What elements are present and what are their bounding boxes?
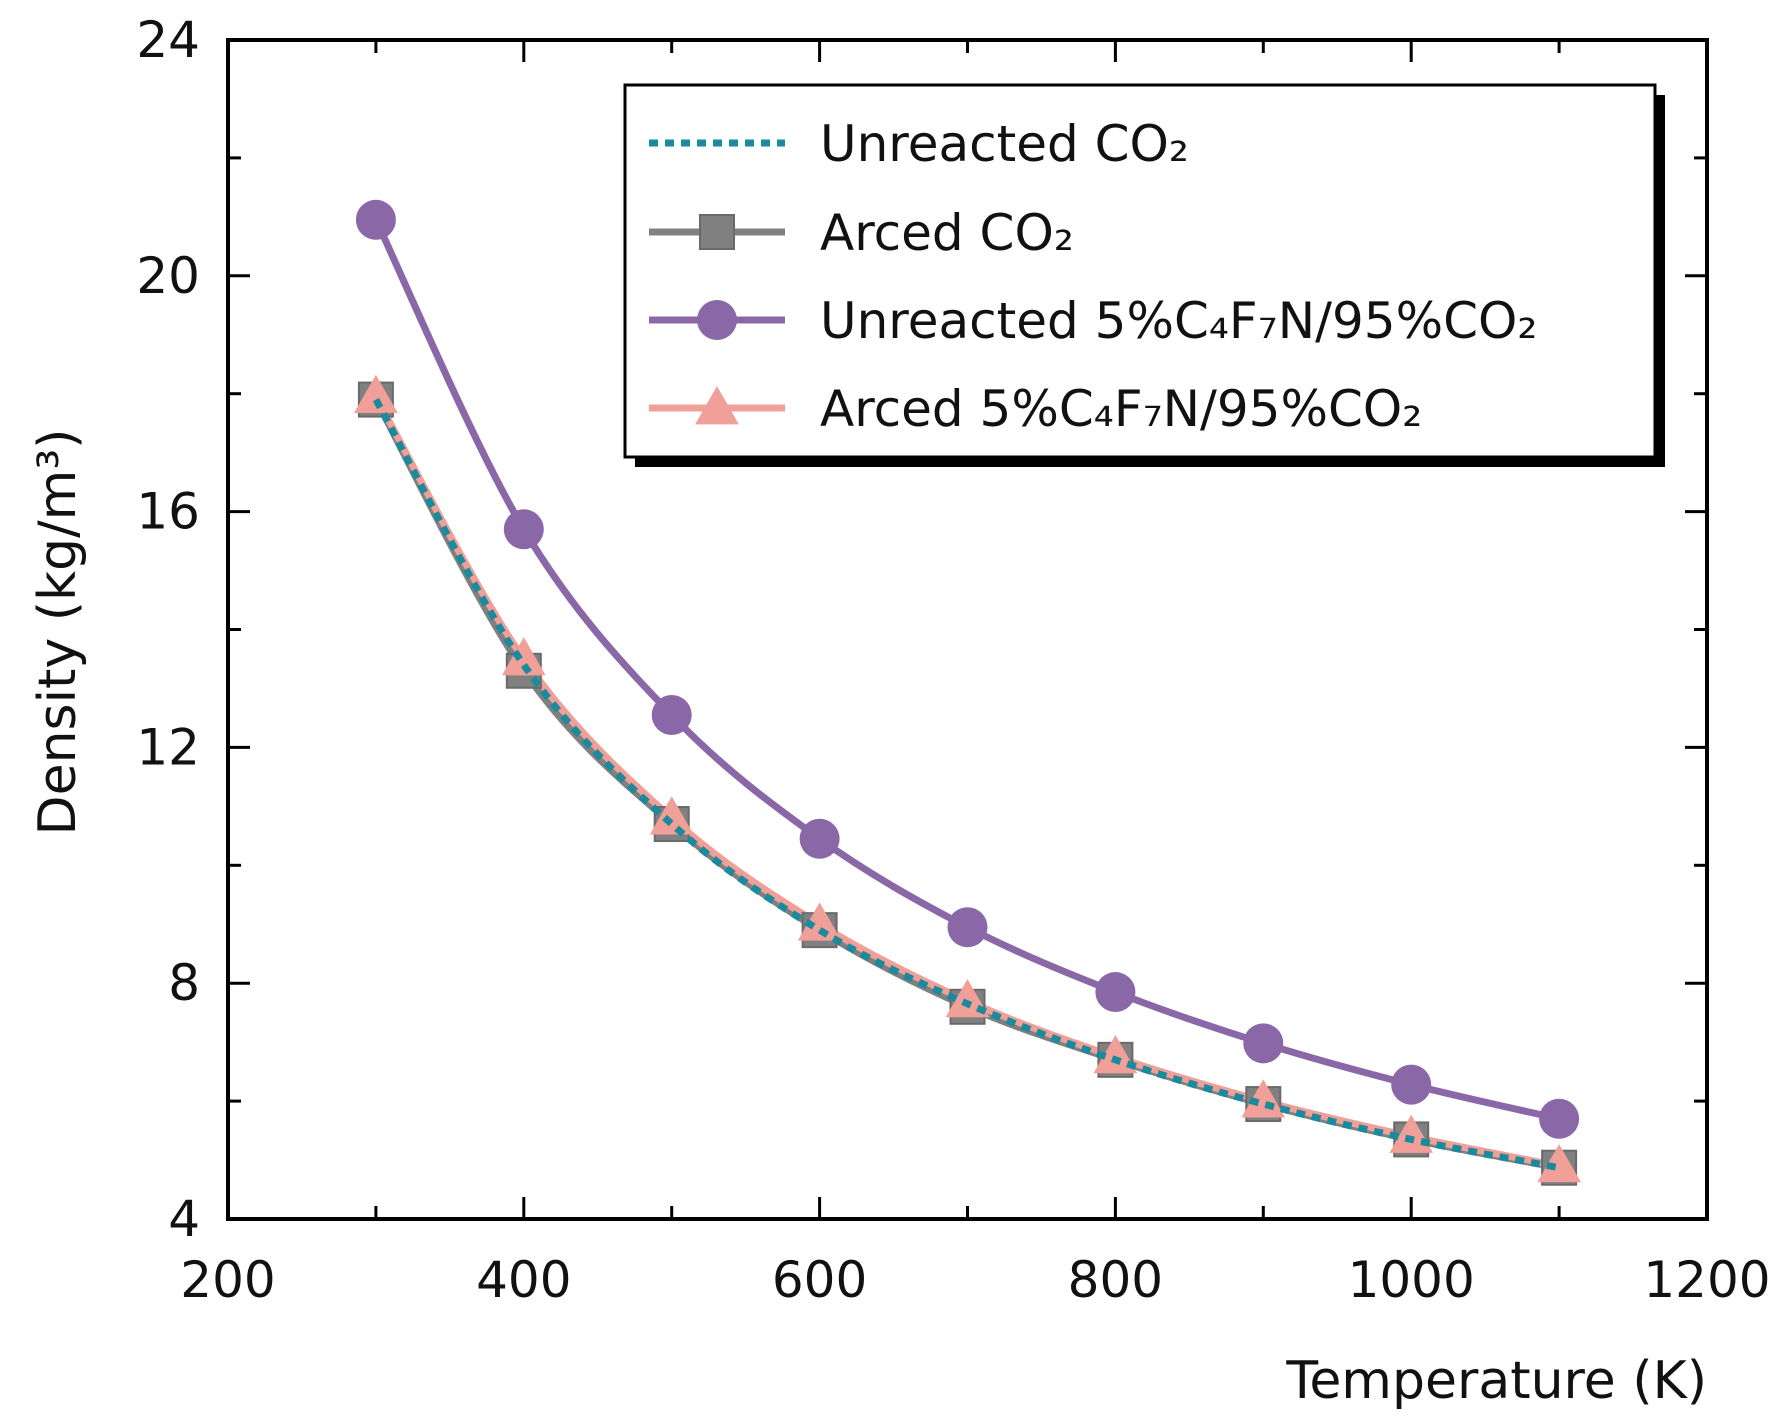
data-point-unreacted-5-c-f-n-95-co-1100 — [1539, 1098, 1580, 1139]
series-line-arced-5-c-f-n-95-co — [372, 394, 1560, 1170]
data-point-unreacted-5-c-f-n-95-co-900 — [1243, 1023, 1284, 1064]
x-tick-label-200: 200 — [180, 1251, 275, 1309]
data-point-unreacted-5-c-f-n-95-co-600 — [799, 818, 840, 859]
legend-marker-arced-co — [699, 214, 735, 250]
y-tick-label-12: 12 — [136, 718, 200, 776]
data-point-unreacted-5-c-f-n-95-co-300 — [355, 199, 396, 240]
x-tick-label-400: 400 — [476, 1251, 571, 1309]
data-point-arced-5-c-f-n-95-co-900 — [1241, 1079, 1286, 1118]
x-tick-label-1200: 1200 — [1643, 1251, 1770, 1309]
legend-label-arced-co: Arced CO₂ — [820, 204, 1074, 262]
data-point-unreacted-5-c-f-n-95-co-700 — [947, 907, 988, 948]
data-point-unreacted-5-c-f-n-95-co-1000 — [1391, 1064, 1432, 1105]
x-tick-label-1000: 1000 — [1348, 1251, 1475, 1309]
x-axis-title: Temperature (K) — [1285, 1351, 1707, 1411]
data-point-unreacted-5-c-f-n-95-co-500 — [651, 694, 692, 735]
data-point-arced-5-c-f-n-95-co-600 — [797, 902, 842, 941]
data-point-unreacted-5-c-f-n-95-co-800 — [1095, 972, 1136, 1013]
legend-marker-unreacted-5-c-f-n-95-co — [697, 300, 737, 340]
data-point-arced-5-c-f-n-95-co-800 — [1093, 1035, 1138, 1074]
y-tick-label-16: 16 — [136, 483, 200, 541]
data-point-arced-5-c-f-n-95-co-500 — [649, 796, 694, 835]
x-tick-label-600: 600 — [772, 1251, 867, 1309]
series-line-arced-co — [372, 397, 1560, 1172]
y-tick-label-20: 20 — [136, 247, 200, 305]
legend: Unreacted CO₂ Arced CO₂ Unreacted 5%C₄F₇N/… — [623, 83, 1665, 467]
legend-box — [623, 83, 1657, 459]
x-tick-label-800: 800 — [1068, 1251, 1163, 1309]
y-tick-label-4: 4 — [168, 1190, 200, 1248]
legend-label-unreacted-co: Unreacted CO₂ — [820, 115, 1189, 173]
legend-label-unreacted-5-c-f-n-95-co: Unreacted 5%C₄F₇N/95%CO₂ — [820, 292, 1537, 350]
y-axis-title: Density (kg/m³) — [28, 429, 88, 836]
series-line-unreacted-co — [372, 397, 1560, 1172]
legend-label-arced-5-c-f-n-95-co: Arced 5%C₄F₇N/95%CO₂ — [820, 380, 1422, 438]
y-tick-label-24: 24 — [136, 11, 200, 69]
data-point-unreacted-5-c-f-n-95-co-400 — [503, 509, 544, 550]
data-point-arced-5-c-f-n-95-co-400 — [501, 637, 546, 676]
axes: 200 400 600 800 1000 1200 4 8 12 16 20 24 Temperatur… — [28, 11, 1771, 1411]
data-point-arced-5-c-f-n-95-co-300 — [354, 374, 398, 413]
legend-marker-arced-5-c-f-n-95-co — [695, 386, 739, 425]
data-point-arced-5-c-f-n-95-co-1100 — [1537, 1144, 1581, 1183]
y-tick-label-8: 8 — [168, 954, 200, 1012]
